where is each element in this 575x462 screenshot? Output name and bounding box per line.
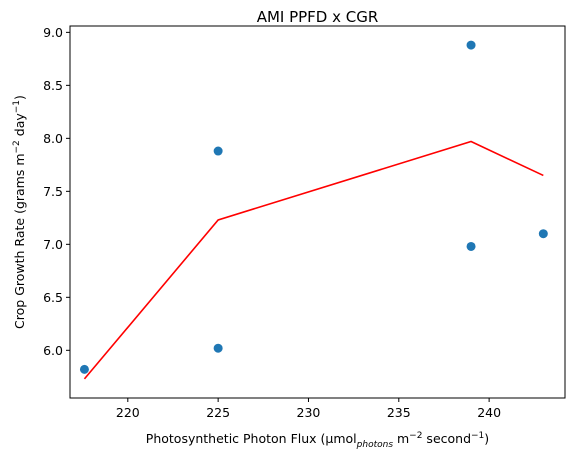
x-axis-label-end: ) [484,431,489,446]
y-tick-label: 6.0 [43,343,63,358]
data-point [538,229,548,239]
y-axis-label-sup2: −1 [12,100,22,113]
y-tick-label: 7.5 [43,184,63,199]
y-tick-label: 9.0 [43,25,63,40]
x-axis-label-sup1: −2 [409,431,422,441]
y-axis-label-sup1: −2 [12,140,22,153]
data-point [213,146,223,156]
x-axis-label-sup2: −1 [471,431,484,441]
fit-line [83,140,544,380]
x-axis-label-main: Photosynthetic Photon Flux (μmol [146,431,357,446]
plot-area [79,40,548,380]
x-tick-label: 240 [477,405,501,420]
x-tick-label: 225 [206,405,230,420]
y-tick-label: 6.5 [43,290,63,305]
data-point [466,241,476,251]
plot-frame [69,25,566,399]
y-tick-label: 8.0 [43,131,63,146]
y-axis-label: Crop Growth Rate (grams m−2 day−1) [12,95,27,329]
chart-title: AMI PPFD x CGR [257,8,379,26]
x-tick-label: 235 [387,405,411,420]
y-axis-label-mid: day [12,113,27,141]
data-point [79,364,89,374]
x-axis-label: Photosynthetic Photon Flux (μmolphotons … [146,431,489,450]
x-tick-label: 230 [297,405,321,420]
x-axis: 220 225 230 235 240 [116,398,501,420]
x-axis-label-sub: photons [356,440,394,450]
data-point [466,40,476,50]
y-tick-label: 7.0 [43,237,63,252]
x-axis-label-mid: m [393,431,409,446]
y-axis-label-main: Crop Growth Rate (grams m [12,153,27,328]
y-axis: 6.0 6.5 7.0 7.5 8.0 8.5 9.0 [43,25,70,358]
x-axis-label-mid2: second [422,431,471,446]
y-tick-label: 8.5 [43,78,63,93]
x-tick-label: 220 [116,405,140,420]
data-point [213,343,223,353]
y-axis-label-end: ) [12,95,27,100]
